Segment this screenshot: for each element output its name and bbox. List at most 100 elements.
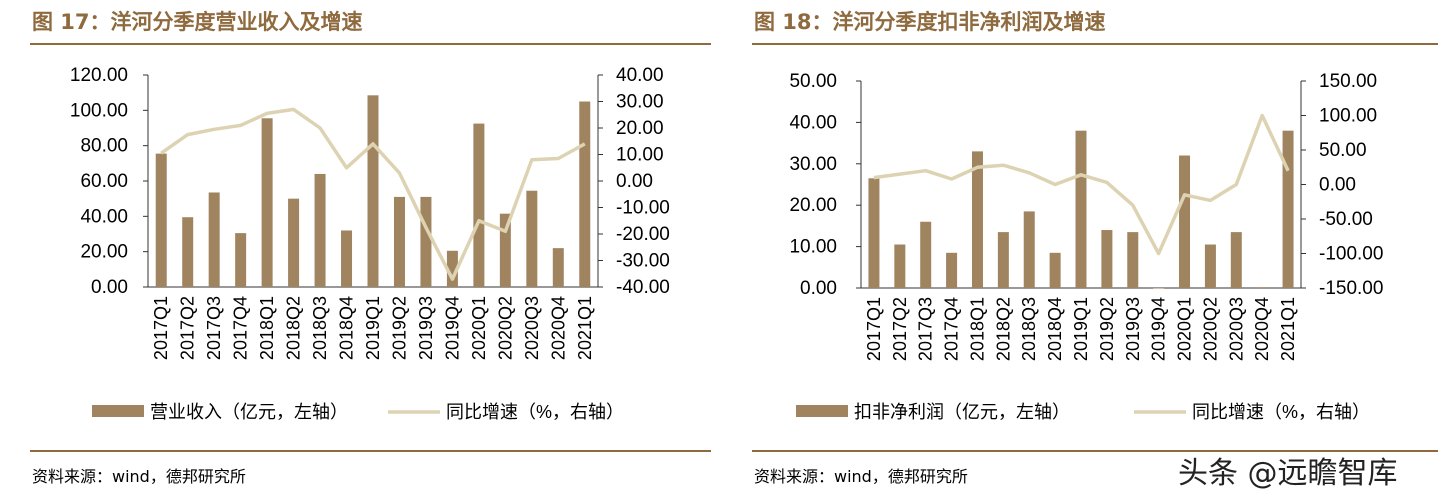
revenue-bar (1127, 232, 1138, 288)
right-axis-tick-label: 10.00 (616, 145, 664, 166)
right-chart-panel: 图 18：洋河分季度扣非净利润及增速 0.00 10.00 20.00 30.00 40… (728, 0, 1456, 503)
legend-bar-label: 营业收入（亿元，左轴） (150, 402, 348, 422)
right-axis-tick-label: 40.00 (616, 65, 664, 86)
right-axis-tick-label: -150.00 (1319, 278, 1383, 299)
revenue-bar (1205, 245, 1216, 288)
left-axis-tick-label: 0.00 (800, 278, 837, 299)
left-chart-panel: 图 17：洋河分季度营业收入及增速 0.00 20.00 40.00 60.00 80.… (0, 0, 728, 503)
x-axis-category-label: 2017Q1 (864, 297, 884, 361)
x-axis-category-label: 2020Q1 (469, 296, 489, 360)
left-chart-svg: 0.00 20.00 40.00 60.00 80.00 100.00 120.00 -40.… (0, 0, 728, 440)
x-axis-category-label: 2020Q2 (495, 296, 515, 360)
right-axis-tick-label: -100.00 (1319, 244, 1383, 265)
left-axis-tick-label: 30.00 (789, 154, 837, 175)
left-axis-tick-label: 50.00 (789, 71, 837, 92)
x-axis-category-label: 2020Q4 (548, 296, 568, 360)
revenue-bar (894, 245, 905, 288)
x-axis-category-label: 2019Q1 (363, 296, 383, 360)
x-axis-category-label: 2017Q2 (890, 297, 910, 361)
revenue-bar (315, 174, 326, 287)
right-axis-tick-label: 100.00 (1319, 106, 1377, 127)
x-axis-category-label: 2018Q4 (337, 296, 357, 360)
x-axis-category-label: 2018Q2 (284, 296, 304, 360)
left-bottom-rule (30, 450, 711, 452)
watermark-text: 头条 @远瞻智库 (1178, 448, 1398, 492)
legend-bar-label: 扣非净利润（亿元，左轴） (854, 402, 1070, 422)
left-source-note: 资料来源：wind，德邦研究所 (32, 463, 246, 487)
right-axis-tick-label: -10.00 (616, 198, 670, 219)
left-axis-tick-label: 80.00 (80, 136, 128, 157)
left-axis-tick-label: 60.00 (80, 171, 128, 192)
revenue-bar (526, 191, 537, 287)
right-source-note: 资料来源：wind，德邦研究所 (754, 463, 968, 487)
revenue-bar (579, 102, 590, 288)
x-axis-category-label: 2019Q4 (442, 296, 462, 360)
revenue-bar (420, 197, 431, 287)
revenue-bar (1283, 131, 1294, 288)
x-axis-category-label: 2017Q3 (204, 296, 224, 360)
revenue-bar (156, 154, 167, 287)
right-chart-svg: 0.00 10.00 20.00 30.00 40.00 50.00 -150.00 -100… (728, 0, 1456, 440)
right-axis-tick-label: -40.00 (616, 277, 670, 298)
left-axis-tick-label: 10.00 (789, 237, 837, 258)
revenue-bar (1179, 156, 1190, 288)
x-axis-category-label: 2019Q2 (389, 296, 409, 360)
x-axis-category-label: 2018Q1 (967, 297, 987, 361)
x-axis-category-label: 2019Q4 (1149, 297, 1169, 361)
revenue-bar (553, 248, 564, 287)
revenue-bar (262, 118, 273, 287)
right-axis-tick-label: 0.00 (1319, 175, 1356, 196)
revenue-bar (473, 124, 484, 287)
x-axis-category-label: 2019Q1 (1071, 297, 1091, 361)
x-axis-category-label: 2018Q3 (1019, 297, 1039, 361)
revenue-bar (1050, 253, 1061, 288)
revenue-bar (1024, 211, 1035, 288)
x-axis-category-label: 2020Q1 (1175, 297, 1195, 361)
x-axis-category-label: 2018Q2 (993, 297, 1013, 361)
right-axis-tick-label: 50.00 (1319, 140, 1367, 161)
revenue-bar (1257, 287, 1268, 288)
x-axis-category-label: 2021Q1 (575, 296, 595, 360)
right-axis-tick-label: 30.00 (616, 92, 664, 113)
legend-bar-swatch (796, 405, 848, 417)
right-axis-tick-label: 20.00 (616, 118, 664, 139)
revenue-bar (235, 233, 246, 287)
x-axis-category-label: 2018Q3 (310, 296, 330, 360)
x-axis-category-label: 2019Q3 (416, 296, 436, 360)
right-axis-tick-label: -30.00 (616, 251, 670, 272)
revenue-bar (288, 199, 299, 287)
revenue-bar (1101, 230, 1112, 288)
revenue-bar (1153, 288, 1164, 289)
legend-bar-swatch (92, 405, 144, 417)
revenue-bar (998, 232, 1009, 288)
left-axis-tick-label: 40.00 (80, 206, 128, 227)
x-axis-category-label: 2020Q3 (522, 296, 542, 360)
revenue-bar (972, 151, 983, 288)
x-axis-category-label: 2017Q2 (178, 296, 198, 360)
revenue-bar (368, 95, 379, 287)
right-axis-tick-label: -20.00 (616, 224, 670, 245)
right-axis-tick-label: -50.00 (1319, 209, 1373, 230)
left-axis-tick-label: 120.00 (70, 65, 128, 86)
revenue-bar (1231, 232, 1242, 288)
right-axis-tick-label: 150.00 (1319, 71, 1377, 92)
x-axis-category-label: 2019Q3 (1123, 297, 1143, 361)
revenue-bar (946, 253, 957, 288)
right-axis-tick-label: 0.00 (616, 171, 653, 192)
revenue-bar (920, 222, 931, 288)
x-axis-category-label: 2021Q1 (1278, 297, 1298, 361)
left-axis-tick-label: 40.00 (789, 112, 837, 133)
x-axis-category-label: 2017Q3 (916, 297, 936, 361)
x-axis-category-label: 2020Q2 (1200, 297, 1220, 361)
x-axis-category-label: 2020Q4 (1252, 297, 1272, 361)
x-axis-category-label: 2018Q1 (257, 296, 277, 360)
left-axis-tick-label: 100.00 (70, 100, 128, 121)
x-axis-category-label: 2020Q3 (1226, 297, 1246, 361)
left-axis-tick-label: 20.00 (80, 242, 128, 263)
revenue-bar (209, 192, 220, 287)
x-axis-category-label: 2017Q1 (151, 296, 171, 360)
revenue-bar (341, 230, 352, 287)
revenue-bar (868, 178, 879, 288)
revenue-bar (394, 197, 405, 287)
revenue-bar (1076, 131, 1087, 288)
